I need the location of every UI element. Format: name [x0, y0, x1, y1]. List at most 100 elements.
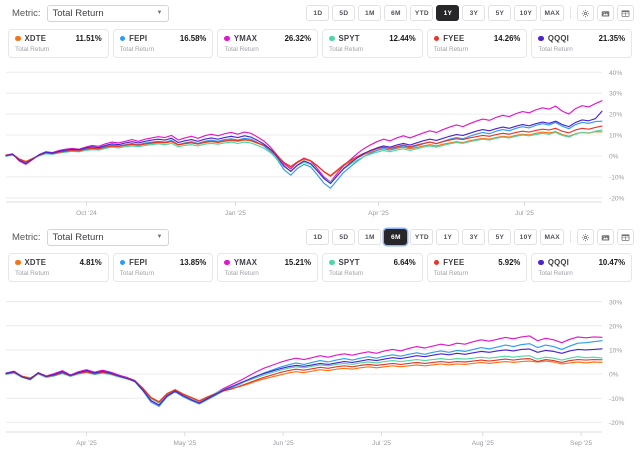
metric-label-2: Metric:	[12, 231, 41, 243]
toolbar-2: Metric: Total Return ▼ 1D 5D 1M 6M YTD 1…	[0, 224, 640, 250]
legend-value: 26.32%	[284, 34, 312, 43]
legend-sublabel: Total Return	[329, 269, 364, 277]
y-axis-tick-label: -10%	[609, 396, 625, 403]
snapshot-icon[interactable]	[597, 229, 614, 245]
gear-icon[interactable]	[577, 229, 594, 245]
range-btn-3y-1[interactable]: 3Y	[462, 5, 486, 21]
range-btn-1d-2[interactable]: 1D	[306, 229, 330, 245]
series-color-dot-icon	[433, 35, 440, 42]
y-axis-tick-label: 10%	[609, 133, 622, 140]
x-axis-tick-label: Jul '25	[515, 210, 534, 217]
series-color-dot-icon	[538, 259, 544, 266]
toolbar-1: Metric: Total Return ▼ 1D 5D 1M 6M YTD 1…	[0, 0, 640, 26]
legend-sublabel: Total Return	[538, 269, 573, 277]
y-axis-tick-label: -20%	[609, 195, 625, 202]
legend-value: 5.92%	[498, 258, 521, 267]
snapshot-icon[interactable]	[597, 5, 614, 21]
legend-sublabel: Total Return	[224, 45, 259, 53]
range-btn-10y-2[interactable]: 10Y	[514, 229, 538, 245]
legend-card-xdte-2[interactable]: XDTE 4.81% Total Return	[8, 253, 109, 282]
range-btn-6m-2[interactable]: 6M	[384, 229, 408, 245]
legend-sublabel: Total Return	[119, 45, 155, 53]
legend-sublabel: Total Return	[433, 269, 469, 277]
series-line-fepi	[5, 120, 603, 189]
legend-card-qqqi-1[interactable]: QQQI 21.35% Total Return	[531, 29, 633, 58]
legend-value: 13.85%	[179, 258, 207, 267]
x-axis-tick-label: Jan '25	[225, 210, 246, 217]
legend-ticker: QQQI	[547, 34, 570, 43]
legend-value: 14.26%	[493, 34, 521, 43]
range-btn-1y-2[interactable]: 1Y	[436, 229, 460, 245]
series-line-ymax	[5, 100, 603, 183]
legend-value: 4.81%	[79, 258, 102, 267]
y-axis-tick-label: 10%	[609, 348, 622, 355]
range-btn-1m-2[interactable]: 1M	[358, 229, 382, 245]
series-line-fyee	[5, 125, 603, 177]
legend-card-qqqi-2[interactable]: QQQI 10.47% Total Return	[531, 253, 633, 282]
legend-card-spyt-1[interactable]: SPYT 12.44% Total Return	[322, 29, 423, 58]
legend-sublabel: Total Return	[538, 45, 573, 53]
chevron-down-icon: ▼	[156, 234, 163, 240]
legend-card-fepi-1[interactable]: FEPI 16.58% Total Return	[112, 29, 214, 58]
series-line-ymax	[5, 335, 603, 406]
x-axis-tick-label: May '25	[173, 440, 196, 447]
x-axis-tick-label: Sep '25	[570, 440, 592, 447]
range-btn-5y-2[interactable]: 5Y	[488, 229, 512, 245]
x-axis-tick-label: Apr '25	[368, 210, 389, 217]
range-btn-5d-1[interactable]: 5D	[332, 5, 356, 21]
range-btn-max-2[interactable]: MAX	[540, 229, 564, 245]
table-icon[interactable]	[617, 5, 634, 21]
line-chart-2[interactable]: 30% 20% 10% 0% -10% -20% Apr '25 May '25 Jun '25…	[0, 286, 640, 456]
y-axis-tick-label: 20%	[609, 112, 622, 119]
metric-select-1[interactable]: Total Return ▼	[46, 4, 169, 22]
series-line-qqqi	[5, 110, 603, 185]
range-group-2: 1D 5D 1M 6M YTD 1Y 3Y 5Y 10Y MAX	[306, 229, 634, 245]
range-btn-1y-1[interactable]: 1Y	[436, 5, 460, 21]
y-axis-tick-label: 0%	[609, 372, 619, 379]
table-icon[interactable]	[617, 229, 634, 245]
series-color-dot-icon	[538, 35, 544, 42]
legend-card-fyee-2[interactable]: FYEE 5.92% Total Return	[426, 253, 528, 282]
legend-card-fepi-2[interactable]: FEPI 13.85% Total Return	[112, 253, 214, 282]
legend-value: 11.51%	[75, 34, 102, 43]
legend-value: 10.47%	[598, 258, 626, 267]
range-btn-1m-1[interactable]: 1M	[358, 5, 382, 21]
legend-card-xdte-1[interactable]: XDTE 11.51% Total Return	[8, 29, 109, 58]
legend-card-spyt-2[interactable]: SPYT 6.64% Total Return	[322, 253, 423, 282]
range-btn-5y-1[interactable]: 5Y	[488, 5, 512, 21]
legend-ticker: SPYT	[338, 34, 360, 43]
series-color-dot-icon	[224, 35, 230, 42]
metric-select-2[interactable]: Total Return ▼	[46, 228, 169, 246]
y-axis-tick-label: 20%	[609, 323, 622, 330]
x-axis-tick-label: Oct '24	[76, 210, 97, 217]
range-btn-10y-1[interactable]: 10Y	[514, 5, 538, 21]
x-axis-tick-label: Apr '25	[76, 440, 97, 447]
legend-card-fyee-1[interactable]: FYEE 14.26% Total Return	[426, 29, 528, 58]
y-axis-tick-label: -20%	[609, 420, 625, 427]
chart-panel-1: Metric: Total Return ▼ 1D 5D 1M 6M YTD 1…	[0, 0, 640, 224]
legend-sublabel: Total Return	[15, 45, 50, 53]
range-btn-ytd-2[interactable]: YTD	[410, 229, 434, 245]
legend-sublabel: Total Return	[329, 45, 364, 53]
legend-row-1: XDTE 11.51% Total Return FEPI 16.58% Tot…	[0, 26, 640, 62]
range-btn-1d-1[interactable]: 1D	[306, 5, 330, 21]
legend-value: 12.44%	[389, 34, 416, 43]
range-btn-5d-2[interactable]: 5D	[332, 229, 356, 245]
legend-card-ymax-2[interactable]: YMAX 15.21% Total Return	[217, 253, 319, 282]
series-line-fyee	[5, 358, 603, 403]
legend-card-ymax-1[interactable]: YMAX 26.32% Total Return	[217, 29, 319, 58]
gear-icon[interactable]	[577, 5, 594, 21]
line-chart-1[interactable]: 40% 30% 20% 10% 0% -10% -20% Oct '24 Jan '25 Apr …	[0, 62, 640, 224]
series-line-qqqi	[5, 348, 603, 406]
x-axis-tick-label: Jun '25	[273, 440, 294, 447]
series-color-dot-icon	[329, 259, 335, 266]
legend-ticker: FYEE	[443, 34, 465, 43]
range-btn-ytd-1[interactable]: YTD	[410, 5, 434, 21]
range-btn-6m-1[interactable]: 6M	[384, 5, 408, 21]
legend-value: 21.35%	[598, 34, 626, 43]
range-btn-3y-2[interactable]: 3Y	[462, 229, 486, 245]
series-color-dot-icon	[15, 35, 21, 42]
chart-panel-2: Metric: Total Return ▼ 1D 5D 1M 6M YTD 1…	[0, 224, 640, 456]
toolbar-divider-1	[570, 7, 571, 19]
range-btn-max-1[interactable]: MAX	[540, 5, 564, 21]
